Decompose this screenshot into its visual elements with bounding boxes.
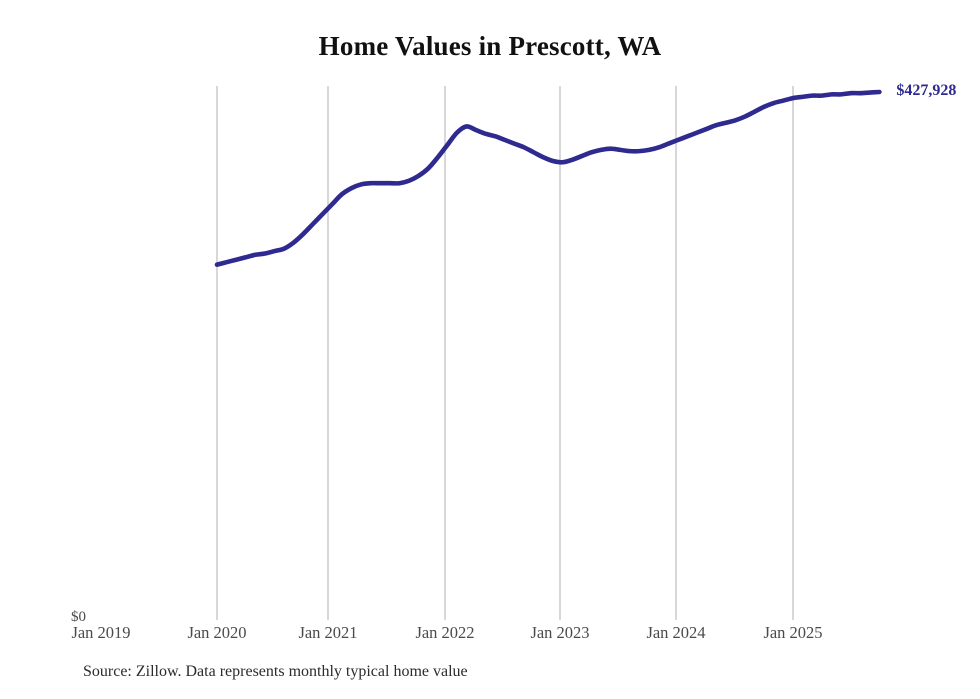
end-value-annotation: $427,928: [896, 82, 957, 99]
y-axis-zero-label: $0: [71, 609, 86, 625]
x-axis-tick-label: Jan 2019: [71, 623, 131, 642]
x-axis-tick-label: Jan 2024: [646, 623, 706, 642]
value-line-path: [214, 89, 882, 267]
x-axis-tick-label: Jan 2025: [763, 623, 823, 642]
source-note: Source: Zillow. Data represents monthly …: [83, 663, 468, 680]
x-axis-tick-label: Jan 2021: [298, 623, 358, 642]
x-axis-tick-label: Jan 2022: [415, 623, 475, 642]
x-axis-tick-label: Jan 2023: [530, 623, 590, 642]
x-axis-tick-label: Jan 2020: [187, 623, 247, 642]
gridlines-group: [216, 86, 794, 620]
chart-title: Home Values in Prescott, WA: [318, 31, 662, 61]
